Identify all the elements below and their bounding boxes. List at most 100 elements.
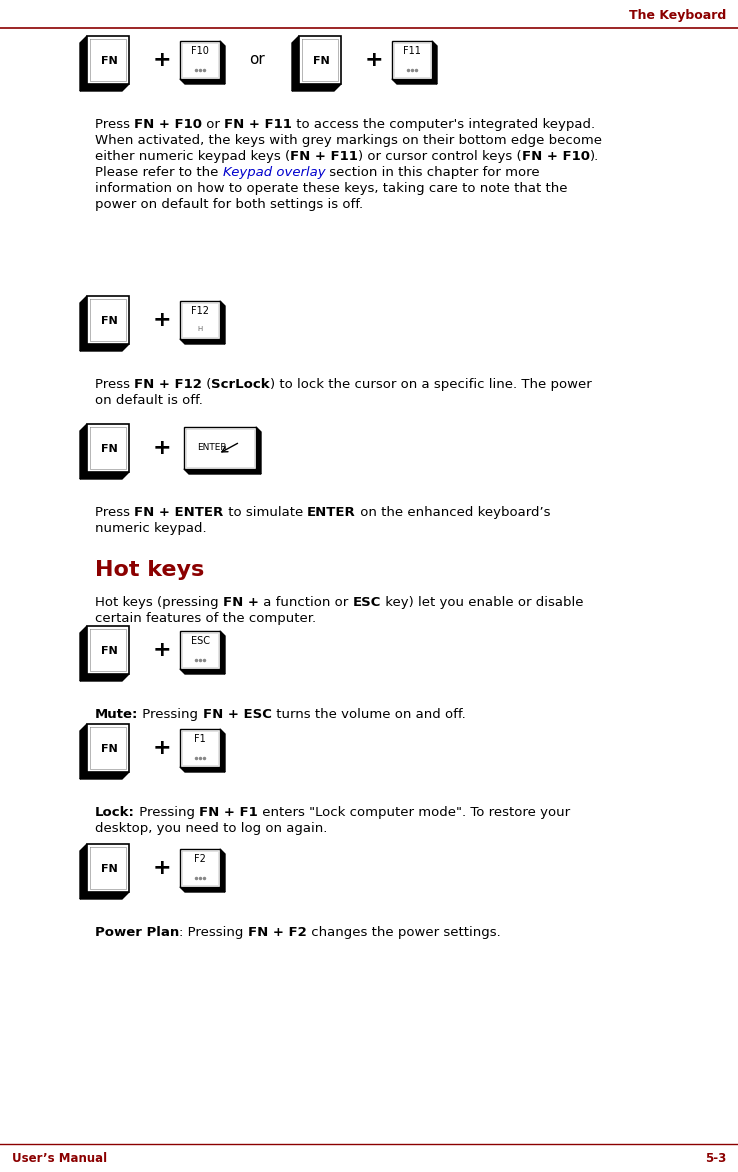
Text: User’s Manual: User’s Manual bbox=[12, 1152, 107, 1165]
Text: +: + bbox=[153, 50, 171, 70]
Bar bbox=[180, 301, 220, 339]
Text: +: + bbox=[153, 438, 171, 458]
Text: F1: F1 bbox=[194, 734, 206, 744]
Text: FN: FN bbox=[100, 744, 117, 754]
Polygon shape bbox=[220, 631, 225, 674]
Text: +: + bbox=[365, 50, 383, 70]
Polygon shape bbox=[80, 84, 129, 91]
Bar bbox=[87, 844, 129, 892]
Text: on default is off.: on default is off. bbox=[95, 394, 203, 407]
Text: Press: Press bbox=[95, 118, 134, 131]
Polygon shape bbox=[220, 849, 225, 892]
Bar bbox=[87, 424, 129, 472]
Bar bbox=[180, 41, 220, 79]
Text: key) let you enable or disable: key) let you enable or disable bbox=[381, 597, 583, 609]
Text: FN + F12: FN + F12 bbox=[134, 379, 202, 391]
Polygon shape bbox=[80, 626, 87, 681]
Text: +: + bbox=[153, 640, 171, 660]
Text: on the enhanced keyboard’s: on the enhanced keyboard’s bbox=[356, 506, 551, 519]
Text: information on how to operate these keys, taking care to note that the: information on how to operate these keys… bbox=[95, 182, 568, 195]
Text: Power Plan: Power Plan bbox=[95, 926, 179, 939]
Polygon shape bbox=[80, 724, 87, 779]
Text: Hot keys: Hot keys bbox=[95, 560, 204, 580]
Bar bbox=[392, 41, 432, 79]
Text: FN: FN bbox=[100, 316, 117, 326]
Text: ENTER: ENTER bbox=[307, 506, 356, 519]
Text: Press: Press bbox=[95, 379, 134, 391]
Text: Keypad overlay: Keypad overlay bbox=[223, 166, 325, 179]
Text: +: + bbox=[153, 858, 171, 878]
Text: section in this chapter for more: section in this chapter for more bbox=[325, 166, 540, 179]
Polygon shape bbox=[256, 427, 261, 473]
Text: When activated, the keys with grey markings on their bottom edge become: When activated, the keys with grey marki… bbox=[95, 134, 602, 146]
Text: FN + ESC: FN + ESC bbox=[203, 708, 272, 721]
Text: ) or cursor control keys (: ) or cursor control keys ( bbox=[358, 150, 522, 163]
Text: F12: F12 bbox=[191, 306, 209, 316]
Bar bbox=[87, 724, 129, 772]
Polygon shape bbox=[180, 79, 225, 84]
Polygon shape bbox=[292, 84, 341, 91]
Text: (: ( bbox=[202, 379, 212, 391]
Text: ESC: ESC bbox=[190, 636, 210, 646]
Bar bbox=[87, 36, 129, 84]
Text: F2: F2 bbox=[194, 854, 206, 864]
Polygon shape bbox=[80, 472, 129, 479]
Polygon shape bbox=[180, 339, 225, 345]
Polygon shape bbox=[80, 424, 87, 479]
Polygon shape bbox=[80, 772, 129, 779]
Bar bbox=[180, 849, 220, 887]
Text: FN + F11: FN + F11 bbox=[290, 150, 358, 163]
Polygon shape bbox=[180, 766, 225, 772]
Text: FN + F10: FN + F10 bbox=[522, 150, 590, 163]
Text: certain features of the computer.: certain features of the computer. bbox=[95, 612, 316, 625]
Polygon shape bbox=[80, 844, 87, 899]
Text: 5-3: 5-3 bbox=[705, 1152, 726, 1165]
Polygon shape bbox=[220, 729, 225, 772]
Text: FN +: FN + bbox=[223, 597, 259, 609]
Text: Pressing: Pressing bbox=[135, 806, 199, 819]
Polygon shape bbox=[392, 79, 437, 84]
Polygon shape bbox=[220, 41, 225, 84]
Polygon shape bbox=[80, 892, 129, 899]
Polygon shape bbox=[80, 36, 87, 91]
Bar bbox=[299, 36, 341, 84]
Polygon shape bbox=[180, 669, 225, 674]
Text: Lock:: Lock: bbox=[95, 806, 135, 819]
Polygon shape bbox=[80, 674, 129, 681]
Text: H: H bbox=[197, 326, 203, 332]
Text: changes the power settings.: changes the power settings. bbox=[306, 926, 500, 939]
Text: either numeric keypad keys (: either numeric keypad keys ( bbox=[95, 150, 290, 163]
Text: FN + F1: FN + F1 bbox=[199, 806, 258, 819]
Text: power on default for both settings is off.: power on default for both settings is of… bbox=[95, 198, 363, 211]
Text: FN: FN bbox=[100, 864, 117, 874]
Polygon shape bbox=[432, 41, 437, 84]
Text: to simulate: to simulate bbox=[224, 506, 307, 519]
Polygon shape bbox=[80, 297, 87, 350]
Bar bbox=[87, 297, 129, 345]
Text: +: + bbox=[153, 311, 171, 331]
Text: Press: Press bbox=[95, 506, 134, 519]
Text: FN + F11: FN + F11 bbox=[224, 118, 292, 131]
Text: or: or bbox=[202, 118, 224, 131]
Text: ScrLock: ScrLock bbox=[212, 379, 270, 391]
Bar bbox=[87, 626, 129, 674]
Text: FN + F10: FN + F10 bbox=[134, 118, 202, 131]
Text: : Pressing: : Pressing bbox=[179, 926, 248, 939]
Polygon shape bbox=[292, 36, 299, 91]
Bar bbox=[184, 427, 256, 469]
Polygon shape bbox=[184, 469, 261, 473]
Text: turns the volume on and off.: turns the volume on and off. bbox=[272, 708, 465, 721]
Text: FN + F2: FN + F2 bbox=[248, 926, 306, 939]
Text: ) to lock the cursor on a specific line. The power: ) to lock the cursor on a specific line.… bbox=[270, 379, 592, 391]
Text: ENTER: ENTER bbox=[197, 443, 227, 452]
Bar bbox=[180, 729, 220, 766]
Polygon shape bbox=[180, 887, 225, 892]
Text: to access the computer's integrated keypad.: to access the computer's integrated keyp… bbox=[292, 118, 596, 131]
Text: FN + ENTER: FN + ENTER bbox=[134, 506, 224, 519]
Text: a function or: a function or bbox=[259, 597, 352, 609]
Text: Pressing: Pressing bbox=[139, 708, 203, 721]
Polygon shape bbox=[80, 345, 129, 350]
Polygon shape bbox=[220, 301, 225, 345]
Text: ).: ). bbox=[590, 150, 599, 163]
Text: desktop, you need to log on again.: desktop, you need to log on again. bbox=[95, 822, 328, 834]
